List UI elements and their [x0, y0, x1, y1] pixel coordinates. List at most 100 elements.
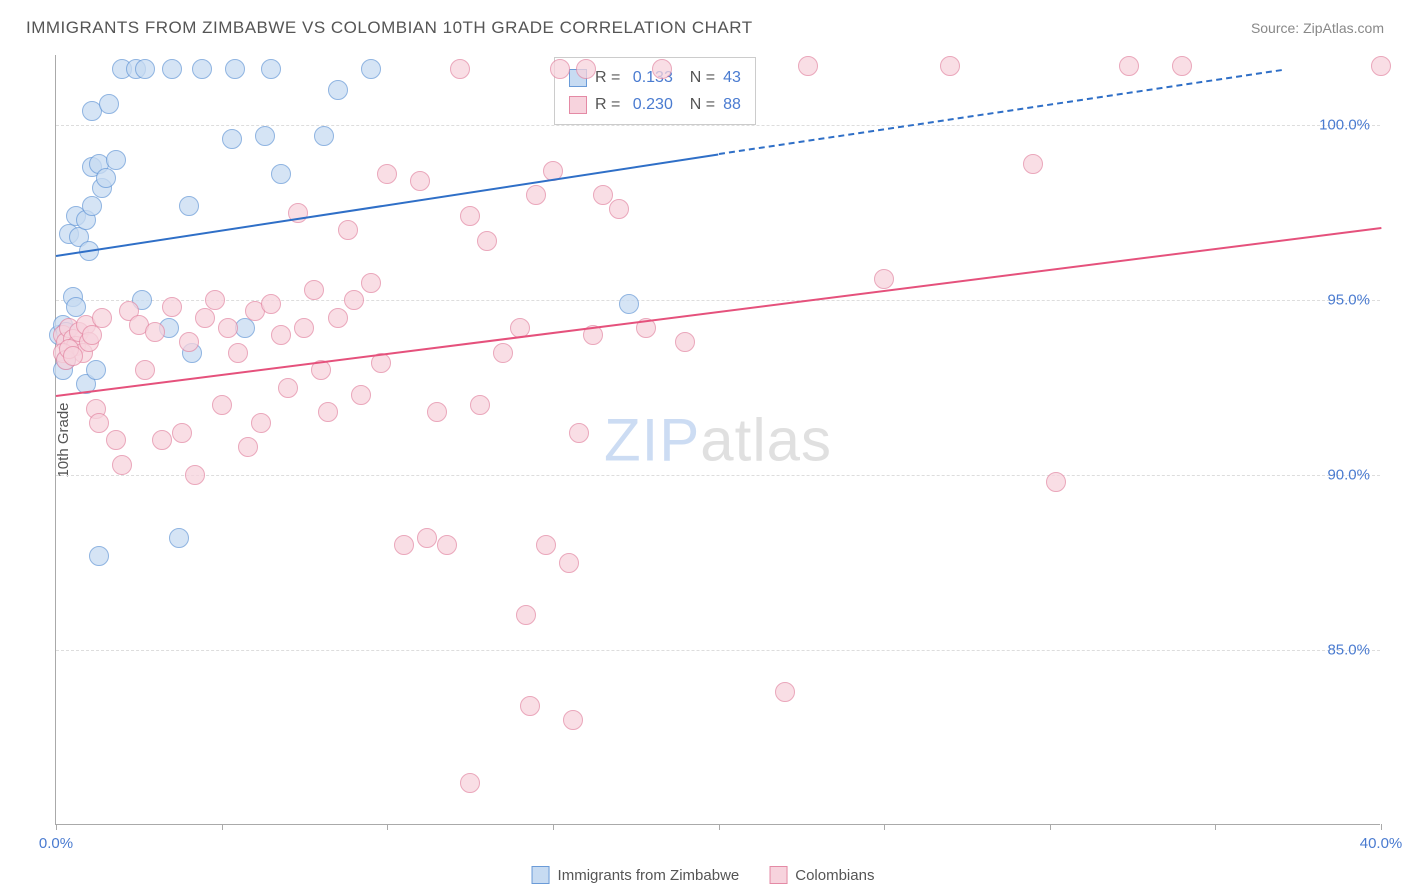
data-point [89, 413, 109, 433]
y-tick-label: 85.0% [1327, 642, 1370, 659]
data-point [675, 332, 695, 352]
n-value-zimbabwe: 43 [723, 64, 741, 91]
source-label: Source: ZipAtlas.com [1251, 20, 1384, 36]
y-tick-label: 95.0% [1327, 292, 1370, 309]
x-tick-mark [719, 824, 720, 830]
data-point [86, 360, 106, 380]
legend-label-colombians: Colombians [795, 867, 874, 884]
data-point [394, 535, 414, 555]
legend-label-zimbabwe: Immigrants from Zimbabwe [558, 867, 740, 884]
x-tick-label: 0.0% [39, 835, 73, 852]
x-tick-mark [884, 824, 885, 830]
data-point [351, 385, 371, 405]
data-point [569, 423, 589, 443]
data-point [271, 164, 291, 184]
data-point [874, 269, 894, 289]
data-point [940, 56, 960, 76]
data-point [96, 168, 116, 188]
data-point [106, 430, 126, 450]
data-point [152, 430, 172, 450]
data-point [563, 710, 583, 730]
x-tick-mark [1381, 824, 1382, 830]
data-point [169, 528, 189, 548]
data-point [225, 59, 245, 79]
data-point [99, 94, 119, 114]
data-point [460, 206, 480, 226]
data-point [261, 294, 281, 314]
data-point [251, 413, 271, 433]
y-tick-label: 90.0% [1327, 467, 1370, 484]
data-point [179, 196, 199, 216]
watermark-atlas: atlas [700, 406, 832, 473]
data-point [437, 535, 457, 555]
plot-area: 10th Grade ZIPatlas R = 0.133 N = 43 R =… [55, 55, 1380, 825]
data-point [652, 59, 672, 79]
data-point [218, 318, 238, 338]
watermark: ZIPatlas [604, 405, 832, 474]
data-point [410, 171, 430, 191]
data-point [255, 126, 275, 146]
x-tick-mark [56, 824, 57, 830]
data-point [222, 129, 242, 149]
chart-container: IMMIGRANTS FROM ZIMBABWE VS COLOMBIAN 10… [0, 0, 1406, 892]
x-tick-mark [222, 824, 223, 830]
data-point [450, 59, 470, 79]
data-point [135, 360, 155, 380]
x-tick-mark [387, 824, 388, 830]
x-tick-mark [553, 824, 554, 830]
data-point [89, 546, 109, 566]
data-point [775, 682, 795, 702]
bottom-legend: Immigrants from Zimbabwe Colombians [532, 866, 875, 884]
data-point [162, 59, 182, 79]
gridline [56, 475, 1380, 476]
data-point [593, 185, 613, 205]
data-point [92, 308, 112, 328]
data-point [1172, 56, 1192, 76]
x-tick-label: 40.0% [1360, 835, 1403, 852]
data-point [576, 59, 596, 79]
watermark-zip: ZIP [604, 406, 700, 473]
data-point [304, 280, 324, 300]
legend-item-zimbabwe: Immigrants from Zimbabwe [532, 866, 740, 884]
data-point [82, 196, 102, 216]
legend-swatch-colombians [769, 866, 787, 884]
data-point [271, 325, 291, 345]
data-point [344, 290, 364, 310]
data-point [1119, 56, 1139, 76]
data-point [619, 294, 639, 314]
x-tick-mark [1215, 824, 1216, 830]
data-point [192, 59, 212, 79]
data-point [328, 308, 348, 328]
data-point [460, 773, 480, 793]
data-point [361, 273, 381, 293]
data-point [318, 402, 338, 422]
data-point [212, 395, 232, 415]
data-point [261, 59, 281, 79]
data-point [106, 150, 126, 170]
data-point [205, 290, 225, 310]
trend-line-dashed [718, 69, 1281, 155]
legend-swatch-zimbabwe [532, 866, 550, 884]
n-value-colombians: 88 [723, 91, 741, 118]
data-point [516, 605, 536, 625]
data-point [526, 185, 546, 205]
data-point [135, 59, 155, 79]
data-point [338, 220, 358, 240]
data-point [361, 59, 381, 79]
data-point [520, 696, 540, 716]
data-point [550, 59, 570, 79]
data-point [536, 535, 556, 555]
data-point [82, 325, 102, 345]
data-point [172, 423, 192, 443]
data-point [377, 164, 397, 184]
chart-title: IMMIGRANTS FROM ZIMBABWE VS COLOMBIAN 10… [26, 18, 753, 38]
data-point [179, 332, 199, 352]
y-tick-label: 100.0% [1319, 117, 1370, 134]
data-point [427, 402, 447, 422]
data-point [294, 318, 314, 338]
legend-item-colombians: Colombians [769, 866, 874, 884]
data-point [238, 437, 258, 457]
r-value-colombians: 0.230 [633, 91, 673, 118]
data-point [493, 343, 513, 363]
data-point [1023, 154, 1043, 174]
